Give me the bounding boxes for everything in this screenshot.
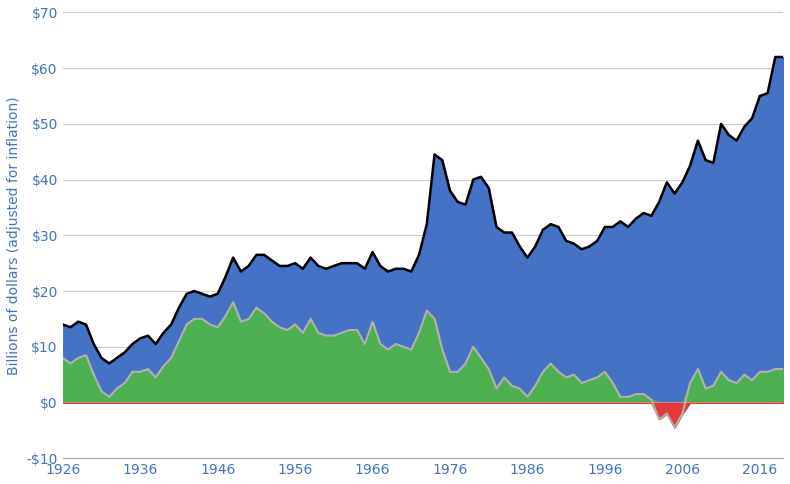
Y-axis label: Billions of dollars (adjusted for inflation): Billions of dollars (adjusted for inflat… <box>7 96 21 375</box>
